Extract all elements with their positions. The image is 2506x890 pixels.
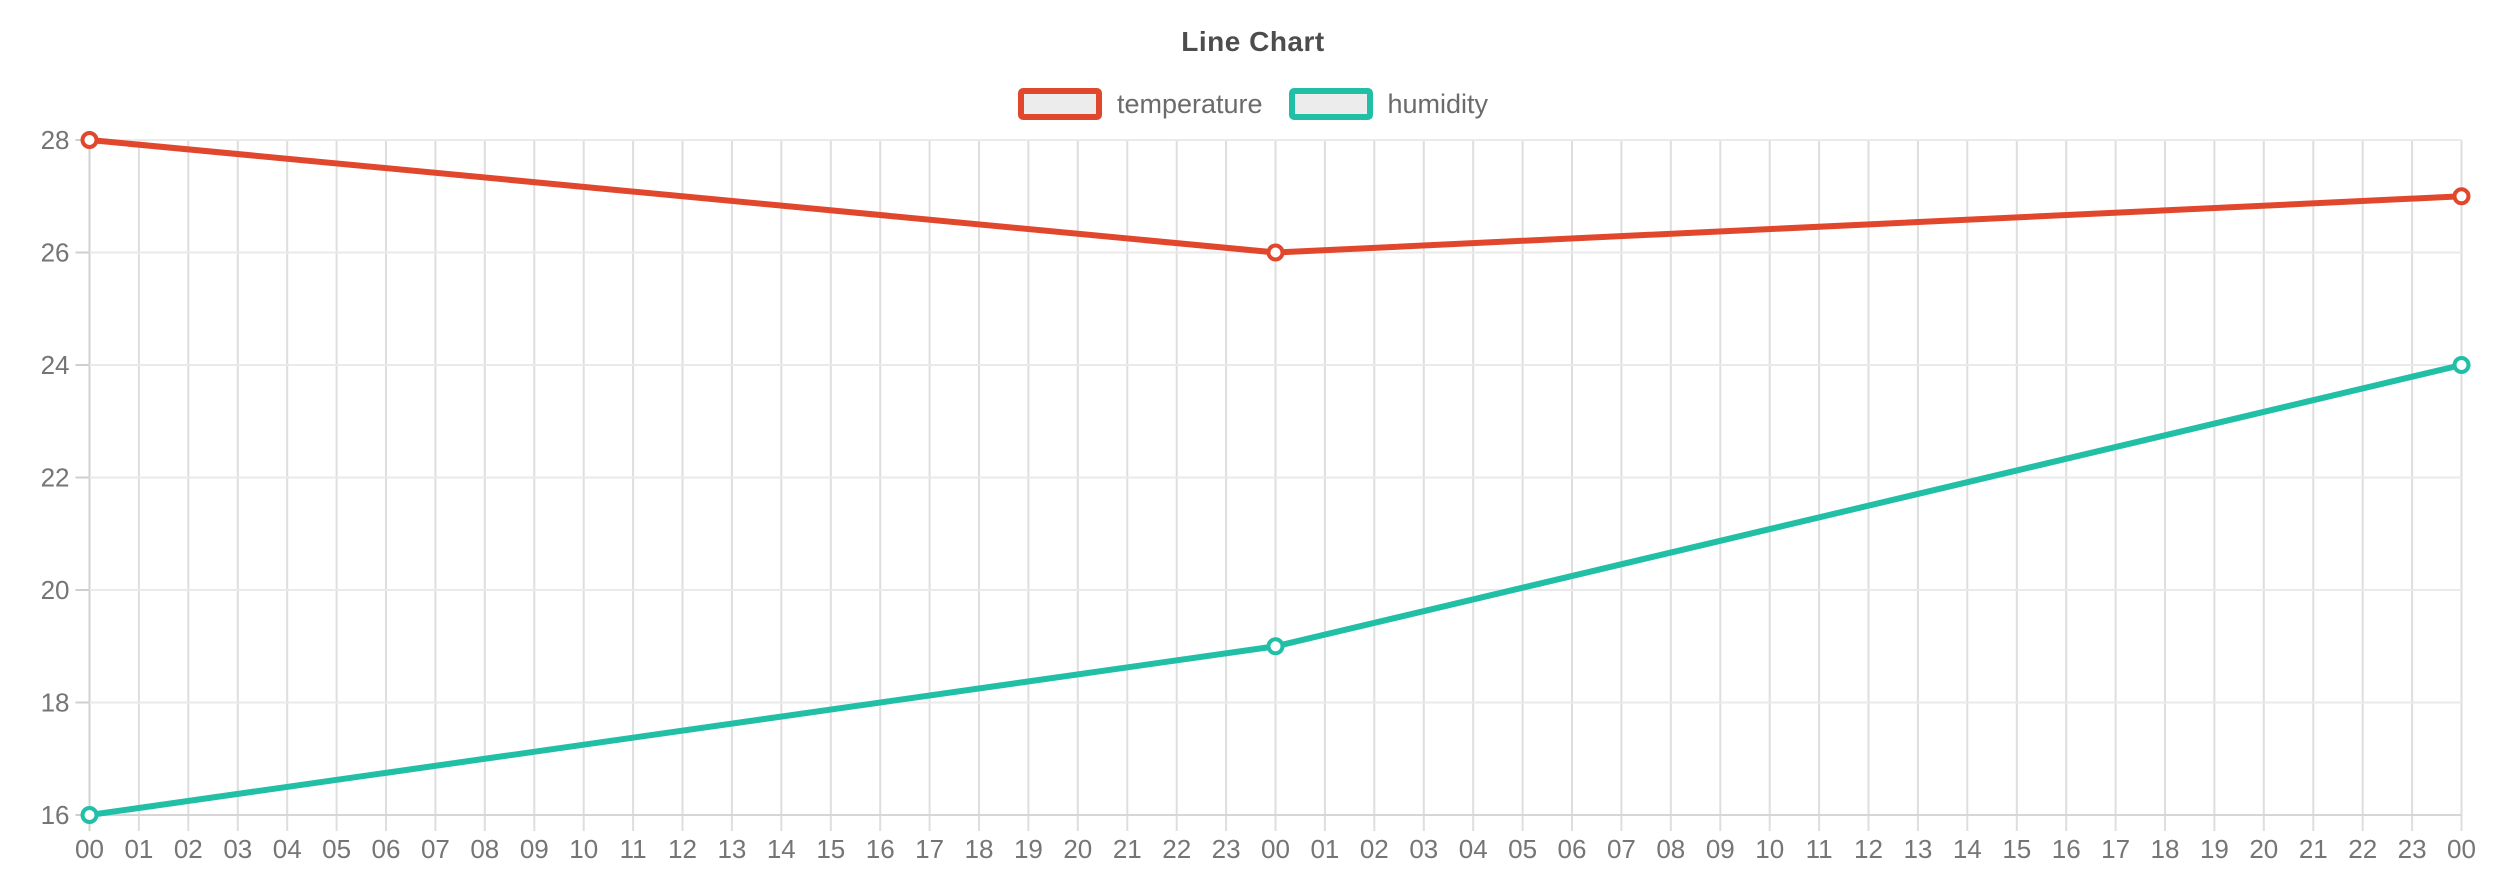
svg-text:21: 21 <box>1113 834 1142 864</box>
svg-text:17: 17 <box>2101 834 2130 864</box>
svg-text:21: 21 <box>2299 834 2328 864</box>
legend-item-humidity[interactable]: humidity <box>1288 88 1489 120</box>
svg-text:12: 12 <box>1854 834 1883 864</box>
svg-text:03: 03 <box>1409 834 1438 864</box>
svg-text:08: 08 <box>1656 834 1685 864</box>
legend-item-label: humidity <box>1387 88 1489 119</box>
svg-text:16: 16 <box>41 800 70 830</box>
svg-text:18: 18 <box>965 834 994 864</box>
svg-text:11: 11 <box>1806 834 1833 864</box>
svg-text:05: 05 <box>1508 834 1537 864</box>
chart-title: Line Chart <box>1181 26 1325 57</box>
svg-text:26: 26 <box>41 238 70 268</box>
svg-text:14: 14 <box>1953 834 1982 864</box>
svg-text:15: 15 <box>2002 834 2031 864</box>
svg-text:04: 04 <box>1459 834 1488 864</box>
svg-text:00: 00 <box>1261 834 1290 864</box>
svg-text:20: 20 <box>41 575 70 605</box>
svg-text:22: 22 <box>2348 834 2377 864</box>
svg-text:07: 07 <box>1607 834 1636 864</box>
svg-text:04: 04 <box>273 834 302 864</box>
svg-text:00: 00 <box>75 834 104 864</box>
svg-text:01: 01 <box>1310 834 1339 864</box>
svg-text:01: 01 <box>124 834 153 864</box>
svg-text:13: 13 <box>1903 834 1932 864</box>
svg-text:24: 24 <box>41 350 70 380</box>
humidity-series-swatch-icon <box>1288 88 1373 120</box>
svg-text:00: 00 <box>2447 834 2476 864</box>
svg-text:10: 10 <box>1755 834 1784 864</box>
svg-text:02: 02 <box>174 834 203 864</box>
svg-text:22: 22 <box>1162 834 1191 864</box>
svg-text:16: 16 <box>866 834 895 864</box>
svg-text:18: 18 <box>41 688 70 718</box>
temperature-series-swatch-icon <box>1017 88 1102 120</box>
svg-text:14: 14 <box>767 834 796 864</box>
svg-text:23: 23 <box>1212 834 1241 864</box>
svg-text:17: 17 <box>915 834 944 864</box>
svg-text:12: 12 <box>668 834 697 864</box>
svg-text:16: 16 <box>2052 834 2081 864</box>
svg-text:11: 11 <box>620 834 647 864</box>
svg-text:28: 28 <box>41 125 70 155</box>
svg-text:06: 06 <box>372 834 401 864</box>
svg-text:19: 19 <box>2200 834 2229 864</box>
svg-text:09: 09 <box>520 834 549 864</box>
svg-text:10: 10 <box>569 834 598 864</box>
svg-text:13: 13 <box>717 834 746 864</box>
svg-text:22: 22 <box>41 463 70 493</box>
svg-text:05: 05 <box>322 834 351 864</box>
chart-legend: temperature humidity <box>0 88 2506 120</box>
legend-item-label: temperature <box>1116 88 1263 119</box>
svg-text:20: 20 <box>1063 834 1092 864</box>
svg-text:08: 08 <box>470 834 499 864</box>
svg-text:06: 06 <box>1558 834 1587 864</box>
legend-item-temperature[interactable]: temperature <box>1017 88 1263 120</box>
svg-text:20: 20 <box>2249 834 2278 864</box>
svg-text:19: 19 <box>1014 834 1043 864</box>
svg-text:15: 15 <box>816 834 845 864</box>
svg-text:23: 23 <box>2398 834 2427 864</box>
svg-text:02: 02 <box>1360 834 1389 864</box>
svg-text:07: 07 <box>421 834 450 864</box>
svg-text:03: 03 <box>223 834 252 864</box>
svg-text:09: 09 <box>1706 834 1735 864</box>
svg-text:18: 18 <box>2151 834 2180 864</box>
